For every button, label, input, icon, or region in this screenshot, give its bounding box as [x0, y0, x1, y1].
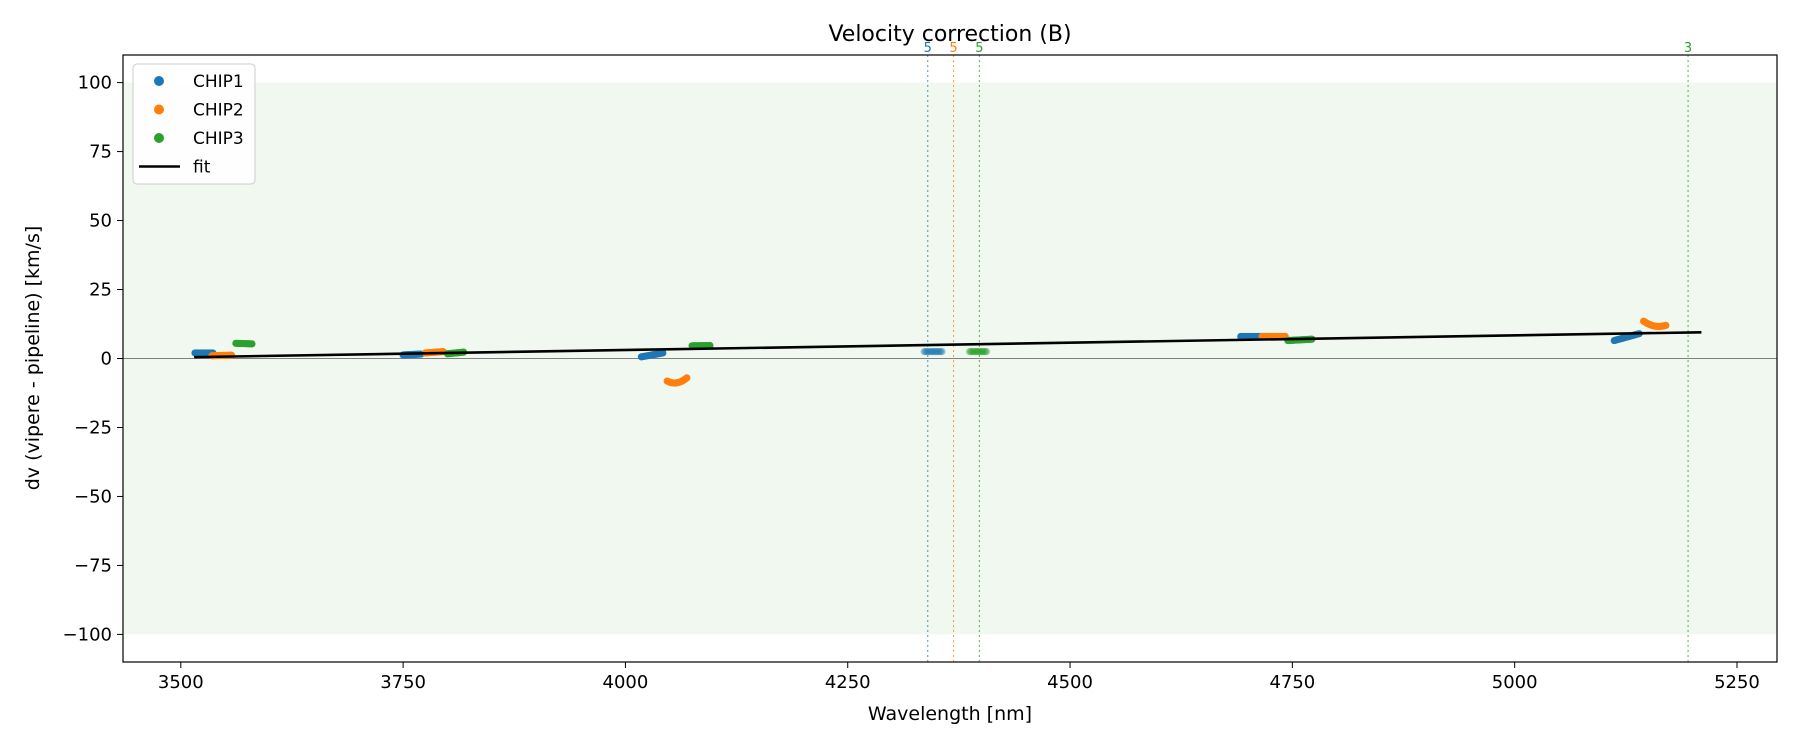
marker-label-2: 5 [975, 41, 983, 56]
legend-marker-chip3 [154, 133, 164, 143]
marker-label-1: 5 [949, 41, 957, 56]
x-tick-label-4250: 4250 [825, 672, 871, 693]
point-chip1-3-4 [927, 348, 935, 356]
point-chip1-3-6 [930, 348, 938, 356]
x-tick-label-3750: 3750 [380, 672, 426, 693]
y-tick-label-25: 25 [89, 280, 112, 301]
point-chip1-3-8 [933, 348, 941, 356]
y-tick-label-50: 50 [89, 211, 112, 232]
marker-labels: 5 5 5 3 [924, 41, 1693, 56]
legend: CHIP1 CHIP2 CHIP3 fit [132, 63, 256, 185]
point-chip3-3-3 [970, 348, 978, 356]
marker-label-3: 3 [1684, 41, 1692, 56]
x-axis-label: Wavelength [nm] [868, 703, 1032, 725]
y-tick-label-100: 100 [78, 73, 112, 94]
y-tick-label-0: 0 [101, 349, 112, 370]
fit-layer [194, 330, 1702, 359]
point-chip3-3-11 [982, 348, 991, 356]
point-chip3-3-10 [981, 348, 989, 356]
legend-label-chip1: CHIP1 [193, 72, 244, 92]
point-chip3-3-6 [975, 348, 983, 356]
marker-label-0: 5 [924, 41, 932, 56]
legend-marker-chip2 [154, 104, 164, 115]
point-chip2-4-17 [1662, 321, 1670, 329]
y-tick-label-75: 75 [89, 142, 112, 163]
point-chip3-3-7 [976, 348, 984, 356]
point-chip1-3-0 [920, 348, 928, 356]
x-tick-label-3500: 3500 [158, 672, 204, 693]
chart-title: Velocity correction (B) [828, 22, 1071, 47]
point-chip1-3-1 [922, 348, 930, 356]
point-chip1-3-11 [938, 348, 946, 356]
point-chip3-0-11 [248, 340, 256, 348]
point-chip2-2-15 [683, 374, 691, 382]
point-chip3-3-5 [973, 348, 981, 356]
x-tick-label-5000: 5000 [1492, 672, 1538, 693]
legend-label-chip2: CHIP2 [193, 101, 244, 121]
y-tick-label--25: −25 [74, 417, 112, 438]
point-chip3-3-8 [978, 348, 986, 356]
y-axis-label: dv (vipere - pipeline) [km/s] [22, 226, 44, 491]
legend-box [132, 63, 256, 185]
x-tick-label-4750: 4750 [1269, 672, 1315, 693]
point-chip1-3-2 [923, 348, 932, 356]
legend-marker-chip1 [154, 76, 164, 86]
y-ticks: 100 75 50 25 0 −25 −50 −75 −100 [63, 73, 123, 645]
legend-label-chip3: CHIP3 [193, 129, 244, 149]
point-chip1-3-5 [928, 348, 936, 356]
x-ticks: 3500 3750 4000 4250 4500 4750 5000 5250 [158, 662, 1760, 693]
point-chip1-3-3 [925, 348, 933, 356]
marker-lines [927, 55, 1689, 662]
point-chip3-3-1 [967, 348, 975, 356]
point-chip3-3-2 [969, 348, 977, 356]
y-tick-label--75: −75 [74, 555, 112, 576]
x-tick-label-4500: 4500 [1047, 672, 1093, 693]
point-chip3-3-0 [965, 348, 974, 356]
point-chip3-3-4 [972, 348, 980, 356]
point-chip3-3-9 [979, 348, 987, 356]
point-chip1-3-10 [936, 348, 944, 356]
point-chip1-3-9 [935, 348, 943, 356]
y-tick-label--50: −50 [74, 486, 112, 507]
legend-label-fit: fit [193, 158, 211, 178]
x-tick-label-4000: 4000 [603, 672, 649, 693]
x-tick-label-5250: 5250 [1714, 672, 1760, 693]
point-chip1-3-7 [931, 348, 940, 356]
y-tick-label--100: −100 [63, 624, 112, 645]
point-chip1-2-15 [659, 349, 667, 357]
fit-line [194, 330, 1702, 359]
